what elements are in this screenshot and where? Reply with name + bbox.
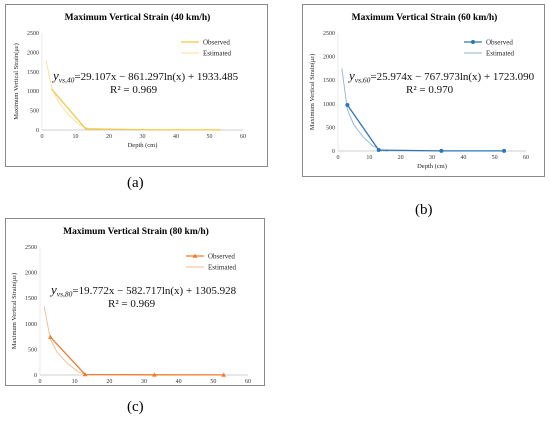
chart-a-y-tick-label: 2000 [27,50,39,56]
chart-panel-40kmh: Maximum Vertical Strain (40 km/h) 0 500 100… [5,4,268,167]
chart-a-x-tick-label: 10 [73,134,79,140]
chart-a-y-tick-label: 1000 [27,89,39,95]
chart-a-observed-point [218,129,221,131]
chart-b-fit-equation: yvs,60=25.974x − 767.973ln(x) + 1723.090 [347,68,535,85]
chart-a-observed-point [151,129,154,131]
chart-c-r-squared: R² = 0.969 [108,298,156,310]
chart-b-legend-observed: Observed [486,39,513,47]
chart-c-observed-point [48,334,53,339]
chart-panel-60kmh: Maximum Vertical Strain (60 km/h) 0 500 100… [302,4,545,177]
chart-c-y-tick-label: 2000 [25,271,37,277]
chart-b-y-tick-label: 500 [326,125,335,131]
chart-panel-80kmh: Maximum Vertical Strain (80 km/h) 0 500 100… [5,218,265,386]
chart-a-r-squared: R² = 0.969 [110,84,158,96]
chart-b-y-tick-label: 2500 [323,31,335,37]
chart-a-x-axis-label: Depth (cm) [128,142,158,149]
chart-b-observed-point [502,148,507,153]
chart-svg-40kmh: Maximum Vertical Strain (40 km/h)0500100… [13,12,246,149]
chart-a-fit-equation: yvs,40=29.107x − 861.297ln(x) + 1933.485 [51,68,239,85]
chart-c-title: Maximum Vertical Strain (80 km/h) [63,226,209,237]
chart-c-observed-point [152,372,157,377]
chart-a-y-tick-label: 1500 [27,70,39,76]
chart-b-x-tick-label: 40 [460,155,466,161]
chart-b-observed-point [439,148,444,153]
chart-a-x-tick-label: 60 [240,134,246,140]
chart-b-observed-point [345,102,350,107]
chart-a-y-tick-label: 0 [36,128,39,134]
chart-b-legend-observed-marker [471,40,475,44]
chart-svg-60kmh: Maximum Vertical Strain (60 km/h)0500100… [309,12,535,170]
chart-a-legend-observed: Observed [203,39,230,47]
chart-c-x-tick-label: 20 [106,379,112,385]
chart-a-y-axis-label: Maximum Vertical Strain(με) [13,43,20,120]
chart-b-x-tick-label: 10 [366,155,372,161]
chart-c-y-axis-label: Maximum Vertical Strain(με) [11,273,18,350]
chart-c-y-tick-label: 2500 [25,245,37,251]
chart-b-observed-point [376,148,381,153]
chart-b-y-tick-label: 0 [332,149,335,155]
chart-b-x-tick-label: 60 [523,155,529,161]
chart-b-y-tick-label: 1000 [323,102,335,108]
chart-c-fit-equation: yvs,80=19.772x − 582.717ln(x) + 1305.928 [49,282,237,299]
chart-c-y-tick-label: 0 [34,373,37,379]
chart-c-x-tick-label: 30 [141,379,147,385]
chart-b-r-squared: R² = 0.970 [406,84,454,96]
chart-b-x-tick-label: 0 [337,155,340,161]
chart-a-x-tick-label: 20 [106,134,112,140]
chart-c-observed-point [82,372,88,377]
chart-a-observed-point [51,88,53,91]
chart-c-x-tick-label: 60 [245,379,251,385]
chart-c-x-tick-label: 10 [72,379,78,385]
chart-a-title: Maximum Vertical Strain (40 km/h) [65,12,211,23]
chart-c-legend-observed: Observed [208,253,235,261]
chart-b-observed-series [346,104,505,152]
chart-b-y-tick-label: 2000 [323,55,335,61]
chart-a-x-tick-label: 0 [41,134,44,140]
caption-b: (b) [415,202,433,218]
chart-svg-80kmh: Maximum Vertical Strain (80 km/h)0500100… [11,226,251,385]
caption-c: (c) [127,399,144,415]
chart-c-y-tick-label: 1500 [25,296,37,302]
chart-b-title: Maximum Vertical Strain (60 km/h) [352,12,498,23]
chart-a-x-tick-label: 40 [173,134,179,140]
chart-a-y-tick-label: 500 [30,109,39,115]
chart-b-y-tick-label: 1500 [323,78,335,84]
chart-c-x-tick-label: 50 [210,379,216,385]
chart-b-y-axis-label: Maximum Vertical Strain(με) [309,54,316,131]
caption-a: (a) [127,175,144,191]
chart-a-legend-estimated: Estimated [203,50,231,58]
chart-c-x-tick-label: 40 [176,379,182,385]
chart-a-x-tick-label: 50 [207,134,213,140]
chart-a-observed-series [51,89,220,131]
chart-c-legend-estimated: Estimated [208,264,236,272]
chart-c-x-tick-label: 0 [39,379,42,385]
chart-a-observed-point [84,128,87,130]
chart-a-x-tick-label: 30 [140,134,146,140]
chart-a-y-tick-label: 2500 [27,31,39,37]
chart-c-observed-series [49,336,224,376]
chart-c-estimated-series [43,306,87,376]
chart-c-legend-observed-marker [192,253,198,258]
chart-c-observed-point [221,372,227,377]
chart-b-legend-estimated: Estimated [486,50,514,58]
chart-c-y-tick-label: 500 [28,347,37,353]
chart-b-x-tick-label: 20 [398,155,404,161]
chart-c-y-tick-label: 1000 [25,322,37,328]
chart-b-x-tick-label: 30 [429,155,435,161]
chart-b-x-tick-label: 50 [492,155,498,161]
chart-b-x-axis-label: Depth (cm) [417,163,447,170]
